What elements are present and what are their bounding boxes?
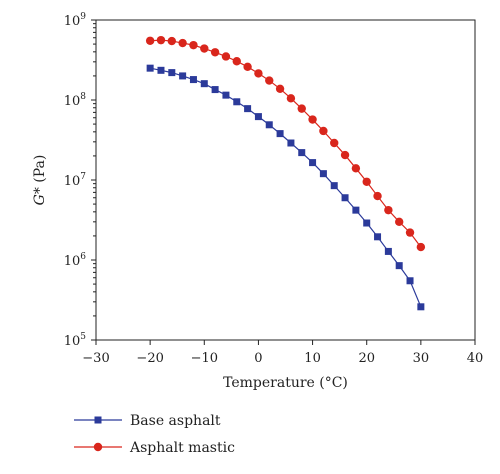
- data-point: [308, 115, 317, 124]
- x-tick-label: 40: [467, 351, 484, 366]
- data-point: [189, 76, 197, 84]
- data-point: [243, 62, 252, 72]
- data-point: [189, 40, 198, 50]
- data-point: [319, 170, 327, 178]
- data-point: [373, 191, 382, 201]
- data-point: [210, 48, 220, 57]
- y-axis-title-symbol: G*: [32, 187, 48, 205]
- data-point: [362, 177, 371, 186]
- data-point: [265, 121, 273, 129]
- legend-label: Base asphalt: [130, 413, 221, 429]
- data-point: [416, 242, 426, 252]
- data-point: [374, 233, 382, 241]
- y-tick-label: 107: [64, 172, 87, 189]
- y-tick-label: 106: [64, 252, 87, 269]
- data-point: [244, 105, 252, 113]
- x-tick-label: −30: [82, 351, 109, 366]
- data-point: [330, 182, 338, 190]
- legend-item: Base asphalt: [74, 413, 221, 429]
- data-point: [145, 36, 155, 45]
- data-point: [352, 206, 360, 214]
- data-point: [287, 139, 295, 147]
- x-tick-label: 30: [413, 351, 430, 366]
- legend-item: Asphalt mastic: [74, 440, 235, 456]
- x-tick-label: 10: [304, 351, 321, 366]
- data-point: [233, 98, 241, 106]
- data-point: [319, 126, 328, 136]
- y-tick-label: 109: [64, 12, 87, 29]
- data-point: [179, 72, 187, 80]
- series-base-asphalt: [146, 64, 425, 311]
- series-asphalt-mastic: [145, 35, 426, 252]
- legend-label: Asphalt mastic: [129, 440, 235, 456]
- data-point: [200, 80, 208, 88]
- data-point: [265, 76, 274, 85]
- data-point: [309, 159, 317, 167]
- data-point: [211, 86, 219, 94]
- data-point: [254, 69, 263, 78]
- data-point: [221, 52, 231, 61]
- data-point: [384, 247, 392, 255]
- data-point: [297, 104, 306, 113]
- data-point: [276, 130, 284, 138]
- y-axis: 105 106 107 108 109: [64, 12, 96, 349]
- data-point: [286, 94, 296, 103]
- data-point: [406, 277, 414, 285]
- data-point: [167, 36, 176, 46]
- data-point: [395, 262, 403, 270]
- y-tick-label: 108: [64, 92, 87, 109]
- data-point: [200, 44, 209, 53]
- data-point: [363, 219, 371, 227]
- data-point: [298, 149, 306, 157]
- data-point: [222, 91, 230, 99]
- y-axis-title: G* (Pa): [32, 155, 48, 206]
- series-layer: [145, 35, 426, 311]
- legend-marker: [94, 416, 102, 424]
- data-point: [330, 138, 339, 148]
- data-point: [384, 205, 393, 215]
- y-tick-label: 105: [64, 332, 87, 349]
- data-point: [340, 150, 350, 160]
- y-axis-title-unit: (Pa): [32, 155, 48, 188]
- data-point: [232, 57, 241, 66]
- data-point: [254, 113, 262, 121]
- data-point: [157, 66, 165, 74]
- data-point: [168, 69, 176, 77]
- series-line: [150, 39, 422, 248]
- x-axis-title: Temperature (°C): [223, 375, 348, 391]
- x-axis: −30 −20 −10 0 10 20 30 40: [82, 340, 483, 366]
- data-point: [275, 84, 285, 94]
- data-point: [351, 164, 361, 173]
- data-point: [341, 194, 349, 202]
- x-tick-label: −20: [136, 351, 163, 366]
- data-point: [405, 228, 415, 237]
- data-point: [178, 38, 187, 48]
- data-point: [417, 303, 425, 311]
- x-tick-label: 20: [358, 351, 375, 366]
- x-tick-label: −10: [191, 351, 218, 366]
- data-point: [395, 217, 404, 227]
- x-tick-label: 0: [254, 351, 262, 366]
- data-point: [146, 64, 154, 72]
- series-line: [150, 67, 422, 308]
- data-point: [156, 35, 166, 45]
- legend: Base asphalt Asphalt mastic: [74, 413, 235, 456]
- legend-marker: [93, 442, 103, 452]
